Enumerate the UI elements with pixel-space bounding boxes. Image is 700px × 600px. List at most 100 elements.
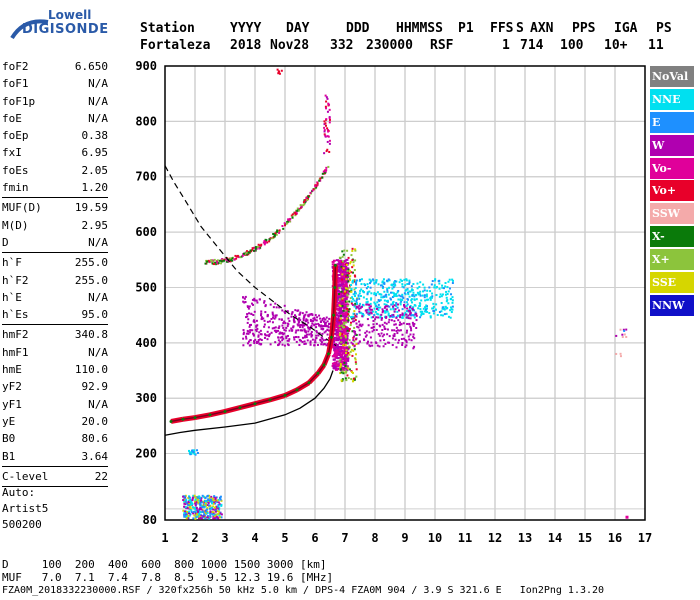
echo-dot xyxy=(304,342,307,345)
echo-dot xyxy=(396,332,399,335)
echo-dot xyxy=(391,344,394,347)
echo-dot xyxy=(393,332,396,335)
echo-dot xyxy=(298,320,301,323)
echo-dot xyxy=(368,331,371,334)
echo-dot xyxy=(410,299,413,302)
echo-dot xyxy=(346,303,350,306)
echo-dot xyxy=(341,378,344,381)
echo-dot xyxy=(307,326,310,329)
echo-dot xyxy=(383,303,386,306)
echo-dot xyxy=(336,360,340,363)
echo-dot xyxy=(401,313,404,316)
echo-dot xyxy=(335,364,339,367)
echo-dot xyxy=(407,317,410,320)
echo-dot xyxy=(339,368,342,371)
echo-dot xyxy=(385,322,388,325)
echo-dot xyxy=(344,317,348,320)
echo-dot xyxy=(194,504,197,507)
echo-dot xyxy=(283,222,286,225)
echo-dot xyxy=(389,314,392,317)
echo-dot xyxy=(346,355,349,358)
echo-dot xyxy=(397,339,400,342)
echo-dot xyxy=(345,366,348,369)
echo-dot xyxy=(446,286,449,289)
echo-dot xyxy=(302,201,305,204)
echo-dot xyxy=(451,282,454,285)
echo-dot xyxy=(214,263,217,266)
echo-dot xyxy=(210,500,213,503)
echo-dot xyxy=(384,343,387,346)
echo-dot xyxy=(278,332,281,335)
echo-dot xyxy=(274,232,277,235)
echo-dot xyxy=(397,298,400,301)
echo-dot xyxy=(263,243,266,246)
echo-dot xyxy=(214,507,217,510)
echo-dot xyxy=(278,229,281,232)
echo-dot xyxy=(283,224,286,227)
echo-dot xyxy=(381,335,384,338)
echo-dot xyxy=(417,307,420,310)
echo-dot xyxy=(346,374,349,377)
echo-dot xyxy=(396,314,399,317)
echo-dot xyxy=(341,298,344,301)
echo-dot xyxy=(246,342,249,345)
echo-dot xyxy=(343,269,347,272)
echo-dot xyxy=(351,380,354,383)
echo-dot xyxy=(187,500,190,503)
echo-dot xyxy=(338,319,341,322)
echo-dot xyxy=(355,322,358,325)
parameter-value: 110.0 xyxy=(74,363,108,377)
echo-dot xyxy=(345,278,348,281)
echo-dot xyxy=(299,311,302,314)
echo-dot xyxy=(341,318,345,321)
echo-dot xyxy=(314,185,317,188)
echo-dot xyxy=(253,297,256,300)
echo-dot xyxy=(380,313,383,316)
echo-dot xyxy=(302,319,305,322)
echo-dot xyxy=(343,327,347,330)
echo-dot xyxy=(381,281,384,284)
echo-dot xyxy=(395,295,398,298)
echo-dot xyxy=(406,301,409,304)
echo-dot xyxy=(381,310,384,313)
echo-dot xyxy=(346,317,349,320)
echo-dot xyxy=(196,515,199,518)
echo-dot xyxy=(413,298,416,301)
echo-dot xyxy=(277,229,280,232)
echo-dot xyxy=(189,500,192,503)
parameter-name: yF1 xyxy=(2,397,22,411)
echo-dot xyxy=(354,286,357,289)
echo-dot xyxy=(303,203,306,206)
echo-dot xyxy=(323,120,326,123)
echo-dot xyxy=(339,338,343,341)
echo-dot xyxy=(348,308,351,311)
echo-dot xyxy=(249,323,252,326)
echo-dot xyxy=(345,281,349,284)
echo-dot xyxy=(406,322,409,325)
echo-dot xyxy=(315,330,318,333)
echo-dot xyxy=(340,264,344,267)
echo-dot xyxy=(438,287,441,290)
x-tick-label: 4 xyxy=(251,531,258,545)
echo-dot xyxy=(362,338,365,341)
echo-dot xyxy=(399,314,402,317)
echo-dot xyxy=(382,282,385,285)
echo-dot xyxy=(193,507,196,510)
echo-dot xyxy=(290,315,293,318)
echo-dot xyxy=(187,497,190,500)
echo-dot xyxy=(344,362,348,365)
echo-dot xyxy=(304,313,307,316)
echo-dot xyxy=(352,293,355,296)
echo-dot xyxy=(384,294,387,297)
echo-dot xyxy=(409,312,412,315)
echo-dot xyxy=(263,300,266,303)
echo-dot xyxy=(311,189,314,192)
echo-dot xyxy=(342,341,346,344)
echo-dot xyxy=(361,315,364,318)
echo-dot xyxy=(434,278,437,281)
echo-dot xyxy=(184,503,187,506)
logo-lowell-text: Lowell xyxy=(48,8,92,22)
echo-dot xyxy=(264,333,267,336)
echo-dot xyxy=(351,266,354,269)
f2-trace-point xyxy=(330,335,333,339)
